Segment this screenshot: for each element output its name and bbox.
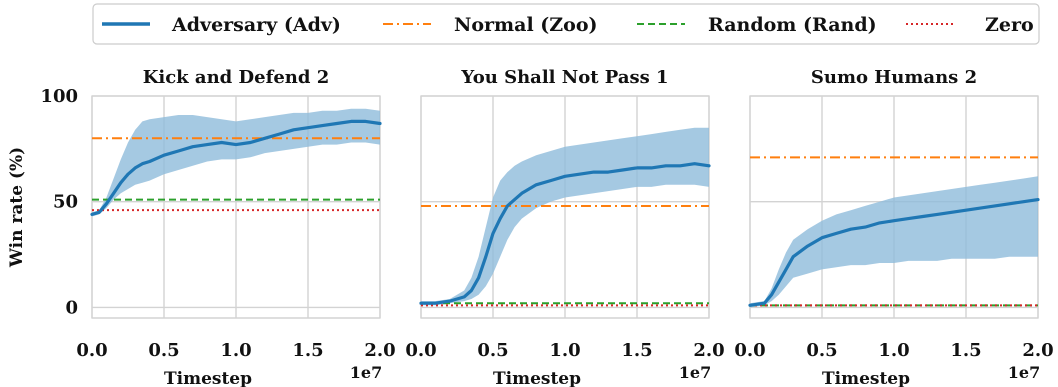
- adversary-confidence-band: [92, 108, 380, 217]
- legend-label-adversary: Adversary (Adv): [171, 14, 341, 36]
- y-axis-label: Win rate (%): [7, 147, 27, 268]
- adversary-mean-line: [748, 198, 1040, 307]
- adversary-confidence-band: [421, 127, 709, 306]
- x-axis-multiplier: 1e7: [679, 363, 711, 382]
- x-axis-label: Timestep: [493, 369, 581, 387]
- panel-title: Sumo Humans 2: [811, 67, 977, 88]
- x-tick-label: 0.5: [477, 340, 508, 361]
- panel-kick-and-defend: 0.0 0.5 1.0 1.5 2.0 0 50 100 Kick and Defend 2 Ti…: [40, 67, 395, 387]
- x-tick-label: 1.0: [878, 340, 909, 361]
- x-axis-label: Timestep: [822, 369, 910, 387]
- x-tick-label: 0.0: [405, 340, 436, 361]
- legend-label-zero: Zero: [985, 14, 1034, 36]
- x-tick-label: 2.0: [693, 340, 724, 361]
- x-tick-label: 1.5: [950, 340, 981, 361]
- legend-label-normal: Normal (Zoo): [454, 14, 598, 36]
- x-axis-multiplier: 1e7: [350, 363, 382, 382]
- adversary-mean-line: [90, 119, 382, 216]
- legend-label-random: Random (Rand): [708, 14, 877, 36]
- x-tick-label: 1.0: [220, 340, 251, 361]
- panel-title: You Shall Not Pass 1: [460, 67, 668, 88]
- x-axis-label: Timestep: [164, 369, 252, 387]
- x-tick-label: 0.0: [76, 340, 107, 361]
- y-tick-label: 50: [53, 192, 78, 213]
- x-axis-multiplier: 1e7: [1008, 363, 1040, 382]
- panel-you-shall-not-pass: 0.0 0.5 1.0 1.5 2.0 You Shall Not Pass 1 Times…: [405, 67, 724, 387]
- x-tick-label: 1.0: [549, 340, 580, 361]
- x-tick-label: 2.0: [364, 340, 395, 361]
- y-tick-label: 0: [65, 297, 78, 318]
- x-tick-label: 1.5: [621, 340, 652, 361]
- x-tick-label: 1.5: [292, 340, 323, 361]
- adversary-mean-line: [419, 162, 711, 305]
- y-tick-label: 100: [40, 86, 78, 107]
- legend-frame: [92, 3, 1040, 45]
- legend: Adversary (Adv) Normal (Zoo) Random (Ran…: [92, 3, 1040, 45]
- panel-title: Kick and Defend 2: [143, 67, 330, 88]
- x-tick-label: 2.0: [1022, 340, 1053, 361]
- panel-sumo-humans: 0.0 0.5 1.0 1.5 2.0 Sumo Humans 2 Timestep 1e7: [734, 67, 1053, 387]
- x-tick-label: 0.0: [734, 340, 765, 361]
- x-tick-label: 0.5: [806, 340, 837, 361]
- x-tick-label: 0.5: [148, 340, 179, 361]
